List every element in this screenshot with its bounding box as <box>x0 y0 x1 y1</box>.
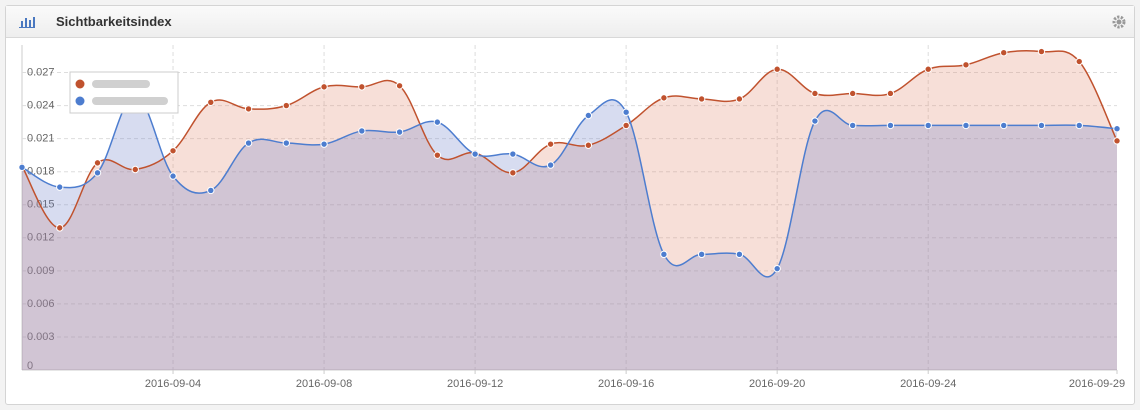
data-point <box>660 94 668 102</box>
data-point <box>395 82 404 90</box>
y-tick-label: 0.009 <box>27 265 55 277</box>
data-point <box>320 140 328 148</box>
data-point <box>848 121 857 130</box>
data-point <box>886 89 895 98</box>
x-tick-label: 2016-09-24 <box>900 378 956 390</box>
data-point <box>358 127 366 135</box>
data-point <box>811 89 819 98</box>
data-point <box>56 183 64 191</box>
legend-blurred-name <box>92 80 150 88</box>
data-point <box>1037 47 1046 56</box>
data-point <box>207 186 215 195</box>
x-tick-label: 2016-09-16 <box>598 378 654 390</box>
x-tick-label: 2016-09-08 <box>296 378 352 390</box>
data-point <box>584 111 593 120</box>
data-point <box>1113 125 1121 133</box>
data-point <box>848 89 857 98</box>
x-tick-label: 2016-09-20 <box>749 378 805 390</box>
y-tick-label: 0.006 <box>27 298 55 310</box>
y-tick-label: 0 <box>27 360 33 372</box>
y-tick-label: 0.024 <box>27 99 55 111</box>
data-point <box>811 117 819 125</box>
data-point <box>622 121 630 130</box>
data-point <box>546 161 555 169</box>
series-area <box>22 95 1117 370</box>
data-point <box>886 121 895 130</box>
data-point <box>471 150 479 158</box>
x-tick-label: 2016-09-12 <box>447 378 503 390</box>
data-point <box>18 163 26 171</box>
data-point <box>622 108 630 116</box>
data-point <box>584 141 593 149</box>
data-point <box>1037 121 1046 130</box>
data-point <box>433 151 442 159</box>
data-point <box>697 250 706 259</box>
legend-blurred-name <box>92 97 168 105</box>
data-point <box>546 140 555 148</box>
data-point <box>735 95 744 103</box>
series-line <box>21 49 1118 229</box>
data-point <box>1000 49 1008 57</box>
data-point <box>169 147 177 155</box>
data-point <box>358 83 366 91</box>
data-point <box>924 65 932 73</box>
legend-box <box>69 71 179 114</box>
data-point <box>93 169 102 177</box>
data-point <box>735 250 744 259</box>
data-point <box>509 150 517 158</box>
panel-header: Sichtbarkeitsindex <box>6 6 1134 38</box>
series-area <box>22 50 1117 371</box>
y-tick-label: 0.027 <box>27 66 55 78</box>
data-point <box>320 83 328 91</box>
y-tick-label: 0.021 <box>27 133 55 145</box>
y-tick-label: 0.012 <box>27 232 55 244</box>
data-point <box>962 61 970 69</box>
data-point <box>697 95 706 103</box>
data-point <box>169 172 177 180</box>
data-point <box>56 224 64 232</box>
legend <box>69 71 179 114</box>
data-point <box>207 98 215 106</box>
data-point <box>282 139 291 147</box>
data-point <box>773 65 781 73</box>
data-point <box>1000 121 1008 130</box>
data-point <box>1075 57 1083 66</box>
data-point <box>282 101 291 110</box>
data-point <box>1075 121 1083 130</box>
y-tick-label: 0.003 <box>27 331 55 343</box>
data-point <box>773 264 781 273</box>
data-point <box>93 159 102 167</box>
legend-marker <box>75 79 85 89</box>
panel-title: Sichtbarkeitsindex <box>56 14 172 29</box>
chart-icon <box>19 17 35 28</box>
data-point <box>131 165 139 174</box>
data-point <box>433 118 442 126</box>
settings-icon[interactable] <box>1112 15 1126 29</box>
data-point <box>509 169 517 177</box>
data-point <box>962 121 970 130</box>
legend-marker <box>75 96 85 106</box>
x-tick-label: 2016-09-04 <box>145 378 201 390</box>
data-point <box>1113 137 1121 145</box>
data-point <box>244 139 253 147</box>
data-point <box>660 250 668 259</box>
data-point <box>395 128 404 136</box>
x-tick-label: 2016-09-29 <box>1069 378 1125 390</box>
data-point <box>924 121 932 130</box>
data-point <box>244 105 253 113</box>
